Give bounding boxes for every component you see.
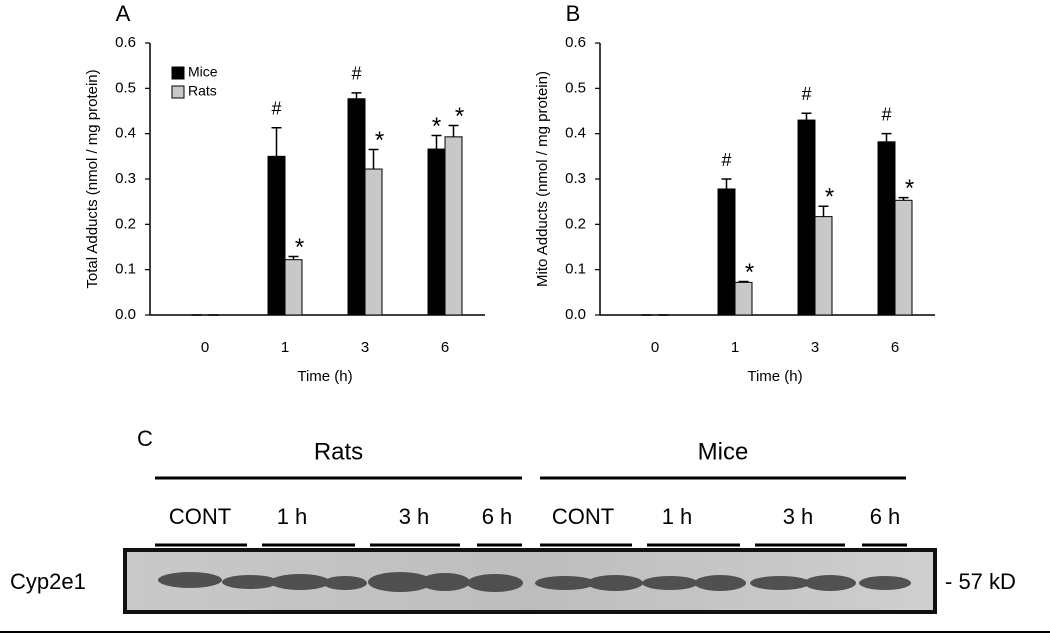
- error-bar: [801, 112, 812, 121]
- x-tick-label: 1: [731, 339, 739, 356]
- x-tick-label: 6: [891, 339, 899, 356]
- blot-image: [0, 548, 1050, 633]
- error-bar: [351, 92, 362, 99]
- bar: [284, 259, 303, 316]
- bar: [427, 148, 446, 316]
- lane-label: 3 h: [783, 504, 814, 529]
- x-tick-label: 3: [361, 339, 369, 356]
- lane-label: CONT: [169, 504, 231, 529]
- y-tick-label: 0.1: [565, 261, 586, 278]
- lane-label: 6 h: [870, 504, 901, 529]
- y-axis-label: Total Adducts (nmol / mg protein): [84, 69, 101, 288]
- y-tick-label: 0.0: [115, 306, 136, 323]
- bar: [267, 155, 286, 316]
- error-bar: [448, 124, 459, 137]
- x-axis-label: Time (h): [297, 368, 352, 385]
- significance-mark: *: [905, 175, 914, 202]
- y-tick-label: 0.1: [115, 261, 136, 278]
- error-bar: [738, 280, 749, 283]
- legend-label: Mice: [188, 64, 218, 80]
- error-bar: [431, 134, 442, 150]
- lane-label: 1 h: [662, 504, 693, 529]
- y-tick-label: 0.0: [565, 306, 586, 323]
- lane-label: 3 h: [399, 504, 430, 529]
- error-bar: [368, 148, 379, 170]
- y-tick-label: 0.5: [565, 79, 586, 96]
- bar: [894, 199, 913, 316]
- y-tick-label: 0.4: [115, 125, 136, 142]
- bar: [364, 168, 383, 316]
- lane-label: 1 h: [277, 504, 308, 529]
- y-tick-label: 0.6: [565, 34, 586, 51]
- significance-mark: #: [271, 99, 281, 119]
- error-bar: [288, 255, 299, 260]
- significance-mark: *: [745, 259, 754, 286]
- lane-label: 6 h: [482, 504, 513, 529]
- significance-mark: *: [295, 234, 304, 261]
- bar: [814, 216, 833, 316]
- error-bar: [881, 132, 892, 142]
- y-tick-label: 0.3: [115, 170, 136, 187]
- y-tick-label: 0.3: [565, 170, 586, 187]
- legend-swatch: [171, 85, 185, 99]
- protein-label: Cyp2e1: [10, 569, 86, 594]
- group-label: Mice: [698, 438, 749, 465]
- significance-mark: *: [455, 103, 464, 130]
- significance-mark: *: [375, 127, 384, 154]
- y-tick-label: 0.4: [565, 125, 586, 142]
- error-bar: [818, 205, 829, 217]
- significance-mark: *: [432, 113, 441, 140]
- bar: [797, 119, 816, 316]
- lane-label: CONT: [552, 504, 614, 529]
- significance-mark: #: [801, 84, 811, 104]
- y-axis-label: Mito Adducts (nmol / mg protein): [534, 71, 551, 287]
- bar: [717, 188, 736, 316]
- x-tick-label: 0: [651, 339, 659, 356]
- bar: [347, 98, 366, 316]
- panel-label: C: [137, 426, 153, 451]
- panel-label: A: [116, 1, 131, 26]
- group-label: Rats: [314, 438, 363, 465]
- error-bar: [898, 196, 909, 201]
- significance-mark: *: [825, 184, 834, 211]
- y-tick-label: 0.2: [115, 215, 136, 232]
- panel-label: B: [566, 1, 581, 26]
- x-axis-label: Time (h): [747, 368, 802, 385]
- significance-mark: #: [721, 150, 731, 170]
- x-tick-label: 3: [811, 339, 819, 356]
- x-tick-label: 0: [201, 339, 209, 356]
- significance-mark: #: [351, 64, 361, 84]
- y-tick-label: 0.2: [565, 215, 586, 232]
- legend-label: Rats: [188, 83, 217, 99]
- size-label: - 57 kD: [945, 569, 1016, 594]
- y-tick-label: 0.5: [115, 79, 136, 96]
- y-tick-label: 0.6: [115, 34, 136, 51]
- legend-swatch: [171, 66, 185, 80]
- x-tick-label: 6: [441, 339, 449, 356]
- bar: [877, 141, 896, 316]
- bar: [734, 281, 753, 316]
- error-bar: [721, 178, 732, 189]
- error-bar: [271, 127, 282, 157]
- bar: [444, 136, 463, 316]
- x-tick-label: 1: [281, 339, 289, 356]
- significance-mark: #: [881, 104, 891, 124]
